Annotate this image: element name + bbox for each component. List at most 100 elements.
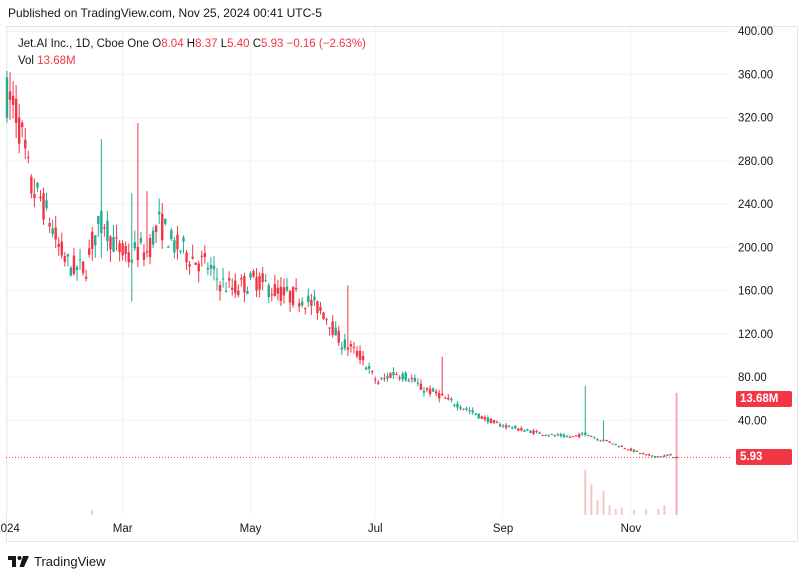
candle[interactable]	[255, 268, 258, 298]
candle[interactable]	[8, 72, 12, 120]
candle[interactable]	[663, 454, 666, 458]
candle[interactable]	[322, 311, 325, 320]
candle[interactable]	[371, 370, 374, 375]
candle[interactable]	[614, 443, 617, 446]
candle[interactable]	[340, 341, 343, 355]
candle[interactable]	[584, 385, 587, 437]
candle[interactable]	[635, 450, 639, 452]
candle[interactable]	[258, 272, 261, 298]
candle[interactable]	[66, 253, 70, 267]
candle[interactable]	[474, 413, 477, 416]
candle[interactable]	[437, 390, 441, 403]
volume-bar[interactable]	[91, 510, 94, 515]
candle[interactable]	[587, 434, 590, 437]
candle[interactable]	[337, 325, 340, 346]
candle[interactable]	[148, 234, 152, 265]
candle[interactable]	[538, 431, 541, 434]
volume-bar[interactable]	[590, 484, 593, 516]
volume-bar[interactable]	[675, 393, 678, 515]
candle[interactable]	[434, 388, 438, 397]
candle[interactable]	[273, 274, 277, 297]
candle[interactable]	[11, 81, 15, 119]
candle[interactable]	[593, 436, 596, 439]
candle[interactable]	[644, 454, 648, 456]
candle[interactable]	[346, 285, 350, 356]
candle[interactable]	[654, 456, 657, 459]
candle[interactable]	[471, 407, 474, 415]
candle[interactable]	[413, 374, 417, 383]
candle[interactable]	[151, 226, 155, 248]
candle[interactable]	[45, 192, 48, 211]
volume-bar[interactable]	[596, 500, 599, 515]
candle[interactable]	[511, 426, 514, 430]
candle[interactable]	[182, 235, 185, 254]
candle[interactable]	[84, 269, 88, 282]
candle[interactable]	[87, 239, 91, 258]
candle[interactable]	[456, 400, 459, 411]
candle[interactable]	[657, 456, 660, 458]
candle[interactable]	[243, 272, 246, 303]
candle[interactable]	[608, 441, 611, 444]
candle[interactable]	[185, 249, 188, 270]
candle[interactable]	[641, 452, 645, 455]
candle[interactable]	[431, 387, 435, 392]
candle[interactable]	[647, 453, 651, 457]
candle[interactable]	[480, 415, 483, 420]
candle[interactable]	[115, 224, 118, 251]
candle[interactable]	[404, 371, 407, 382]
tradingview-logo-icon[interactable]	[8, 554, 30, 568]
candle[interactable]	[69, 265, 73, 277]
candle[interactable]	[191, 244, 194, 260]
candle[interactable]	[483, 415, 487, 422]
candle[interactable]	[425, 387, 429, 393]
candle[interactable]	[568, 435, 572, 439]
candle[interactable]	[410, 374, 413, 383]
candle[interactable]	[24, 127, 27, 160]
candle[interactable]	[39, 190, 42, 202]
candle[interactable]	[486, 415, 490, 425]
candle[interactable]	[571, 436, 575, 438]
candle[interactable]	[605, 439, 608, 442]
candle[interactable]	[556, 432, 560, 437]
legend-volume-label[interactable]: Vol	[18, 55, 34, 67]
candle[interactable]	[544, 434, 547, 437]
candle[interactable]	[231, 278, 234, 296]
candle[interactable]	[139, 231, 143, 245]
candle[interactable]	[364, 366, 368, 370]
candle[interactable]	[468, 407, 471, 415]
candle[interactable]	[517, 428, 520, 432]
volume-bar[interactable]	[602, 490, 605, 515]
candle[interactable]	[221, 268, 225, 288]
candle[interactable]	[358, 345, 362, 365]
candle[interactable]	[562, 433, 566, 439]
candle[interactable]	[136, 122, 140, 268]
candle[interactable]	[441, 356, 444, 397]
candle[interactable]	[416, 378, 420, 387]
volume-bar[interactable]	[620, 507, 623, 515]
candle[interactable]	[164, 218, 167, 226]
candle[interactable]	[660, 455, 663, 458]
candle[interactable]	[304, 307, 307, 315]
candle[interactable]	[374, 376, 377, 384]
candle[interactable]	[297, 298, 301, 313]
volume-bar[interactable]	[663, 505, 666, 515]
candle[interactable]	[577, 432, 581, 439]
candle[interactable]	[157, 198, 161, 225]
volume-bar[interactable]	[608, 505, 611, 515]
candle[interactable]	[118, 240, 121, 262]
candle[interactable]	[91, 226, 94, 261]
candle[interactable]	[121, 240, 124, 261]
candle[interactable]	[507, 425, 511, 428]
candle[interactable]	[285, 278, 289, 293]
candle[interactable]	[227, 271, 231, 289]
candle[interactable]	[599, 439, 602, 442]
candle[interactable]	[492, 419, 496, 425]
candle[interactable]	[17, 103, 21, 154]
candle[interactable]	[5, 70, 9, 123]
candle[interactable]	[264, 273, 267, 282]
candle[interactable]	[103, 224, 106, 237]
tradingview-brand[interactable]: TradingView	[34, 553, 106, 569]
candle[interactable]	[669, 453, 672, 456]
candle[interactable]	[310, 293, 313, 316]
candle[interactable]	[279, 277, 283, 307]
